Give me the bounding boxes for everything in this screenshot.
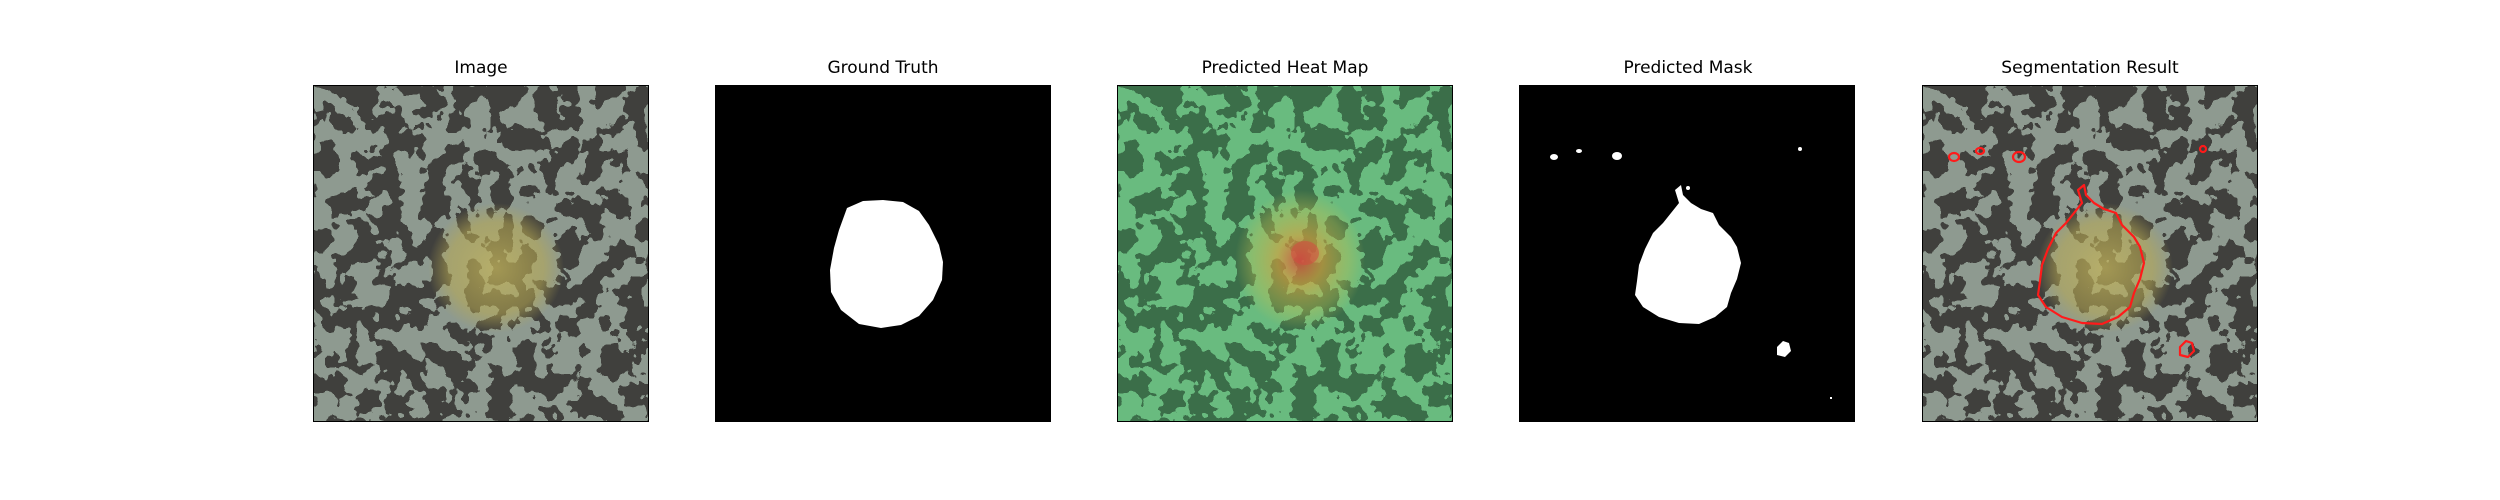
mask-speck: [1612, 152, 1622, 160]
segmentation-contours: [1947, 144, 2208, 359]
predicted-lesion: [1635, 185, 1741, 324]
mask-blob: [1777, 341, 1791, 357]
predicted-mask: [1519, 85, 1855, 422]
segmentation-image: [1922, 85, 2258, 422]
panel-title-image: Image: [454, 58, 508, 78]
panel-title-segmentation: Segmentation Result: [2001, 58, 2179, 78]
predicted-mask-panel: [1519, 85, 1855, 422]
heat-map-image: [1117, 85, 1453, 422]
heat-map-panel: [1117, 85, 1453, 422]
segmentation-panel: [1922, 85, 2258, 422]
mask-speck: [1550, 154, 1558, 160]
panel-title-predicted-mask: Predicted Mask: [1623, 58, 1753, 78]
ground-truth-lesion: [830, 200, 943, 328]
dermoscopy-image: [313, 85, 649, 422]
mask-speck: [1830, 397, 1832, 399]
panel-title-ground-truth: Ground Truth: [827, 58, 939, 78]
mask-speck: [1798, 147, 1802, 151]
mask-speck: [1576, 149, 1582, 153]
ground-truth-mask: [715, 85, 1051, 422]
image-panel: [313, 85, 649, 422]
mask-speck: [1686, 186, 1690, 190]
ground-truth-panel: [715, 85, 1051, 422]
panel-title-heat-map: Predicted Heat Map: [1201, 58, 1369, 78]
